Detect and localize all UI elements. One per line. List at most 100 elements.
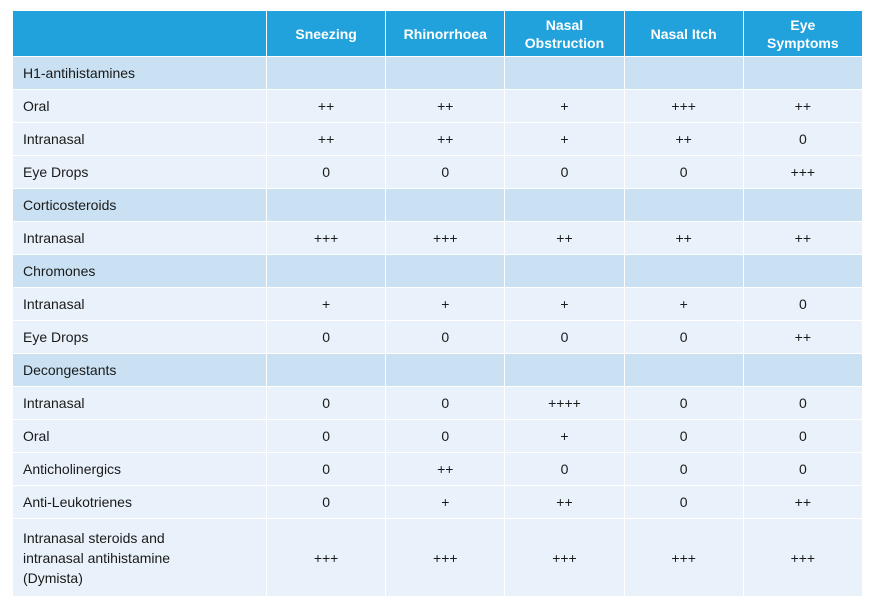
table-row: Intranasal ++ ++ + ++ 0 [12,122,863,156]
value-cell: +++ [265,518,387,597]
efficacy-table-container: Sneezing Rhinorrhoea Nasal Obstruction Na… [12,10,863,597]
category-row: Decongestants [12,353,863,387]
empty-cell [742,353,863,387]
row-label: Eye Drops [12,320,267,354]
category-label: Chromones [12,254,267,288]
value-cell: ++ [385,122,506,156]
row-label: Oral [12,89,267,123]
value-cell: 0 [385,419,506,453]
empty-cell [623,254,744,288]
value-cell: +++ [623,89,744,123]
table-row: Intranasal 0 0 ++++ 0 0 [12,386,863,420]
value-cell: ++ [623,122,744,156]
category-label: Decongestants [12,353,267,387]
value-cell: 0 [623,155,744,189]
value-cell: 0 [623,320,744,354]
value-cell: ++ [265,122,387,156]
value-cell: ++ [742,320,863,354]
row-label: Anticholinergics [12,452,267,486]
value-cell: 0 [623,485,744,519]
value-cell: 0 [265,320,387,354]
category-row: Corticosteroids [12,188,863,222]
empty-cell [265,56,387,90]
value-cell: + [385,287,506,321]
header-line: Obstruction [524,34,605,51]
value-cell: ++ [265,89,387,123]
header-nasal-obstruction: Nasal Obstruction [504,10,625,57]
value-cell: 0 [265,419,387,453]
value-cell: 0 [742,386,863,420]
value-cell: 0 [742,287,863,321]
header-line: Eye [790,16,816,33]
value-cell: +++ [742,518,863,597]
header-sneezing: Sneezing [265,10,387,57]
value-cell: +++ [742,155,863,189]
value-cell: + [504,122,625,156]
value-cell: 0 [265,386,387,420]
empty-cell [742,188,863,222]
row-label: Anti-Leukotrienes [12,485,267,519]
table-row: Eye Drops 0 0 0 0 ++ [12,320,863,354]
table-row: Intranasal +++ +++ ++ ++ ++ [12,221,863,255]
empty-cell [742,56,863,90]
row-label: Oral [12,419,267,453]
header-nasal-itch: Nasal Itch [623,10,744,57]
table-row: Anti-Leukotrienes 0 + ++ 0 ++ [12,485,863,519]
header-line: Nasal [545,16,584,33]
value-cell: +++ [385,221,506,255]
table-row: Oral 0 0 +0 0 [12,419,863,453]
value-cell: ++++ [504,386,625,420]
value-cell: 0 [742,122,863,156]
empty-cell [385,56,506,90]
value-cell: +++ [504,518,625,597]
empty-cell [265,353,387,387]
empty-cell [742,254,863,288]
value-cell: 0 [742,419,863,453]
row-label: Intranasal [12,221,267,255]
row-label-line: Intranasal steroids and [23,529,165,546]
header-line: Rhinorrhoea [403,25,487,42]
row-label-line: (Dymista) [23,569,83,586]
value-cell: + [504,419,625,453]
value-cell: ++ [504,485,625,519]
value-cell: ++ [742,485,863,519]
value-cell: + [265,287,387,321]
table-row: Eye Drops 0 0 0 0 +++ [12,155,863,189]
value-cell: + [623,287,744,321]
value-cell: 0 [504,320,625,354]
empty-cell [265,188,387,222]
value-cell: 0 [623,386,744,420]
category-label: Corticosteroids [12,188,267,222]
value-cell: + [385,485,506,519]
empty-cell [504,56,625,90]
empty-cell [504,254,625,288]
value-cell: 0 [742,452,863,486]
header-corner-cell [12,10,267,57]
empty-cell [623,56,744,90]
value-cell: +++ [265,221,387,255]
value-cell: ++ [742,89,863,123]
efficacy-table: Sneezing Rhinorrhoea Nasal Obstruction Na… [12,10,863,597]
header-eye-symptoms: Eye Symptoms [742,10,863,57]
table-row: Oral ++ ++ + +++ ++ [12,89,863,123]
table-body: H1-antihistamines Oral ++ ++ + +++ ++ Intranasa… [12,56,863,597]
value-cell: 0 [504,452,625,486]
header-rhinorrhoea: Rhinorrhoea [385,10,506,57]
header-row: Sneezing Rhinorrhoea Nasal Obstruction Na… [12,10,863,57]
value-cell: 0 [504,155,625,189]
value-cell: ++ [623,221,744,255]
row-label-line: intranasal antihistamine [23,549,171,566]
row-label: Intranasal [12,122,267,156]
empty-cell [504,353,625,387]
value-cell: + [504,287,625,321]
empty-cell [504,188,625,222]
value-cell: +++ [385,518,506,597]
empty-cell [385,254,506,288]
empty-cell [265,254,387,288]
empty-cell [623,188,744,222]
row-label: Intranasal [12,287,267,321]
empty-cell [385,188,506,222]
empty-cell [385,353,506,387]
table-row: Intranasal steroids and intranasal antihi… [12,518,863,597]
header-line: Nasal Itch [650,25,717,42]
